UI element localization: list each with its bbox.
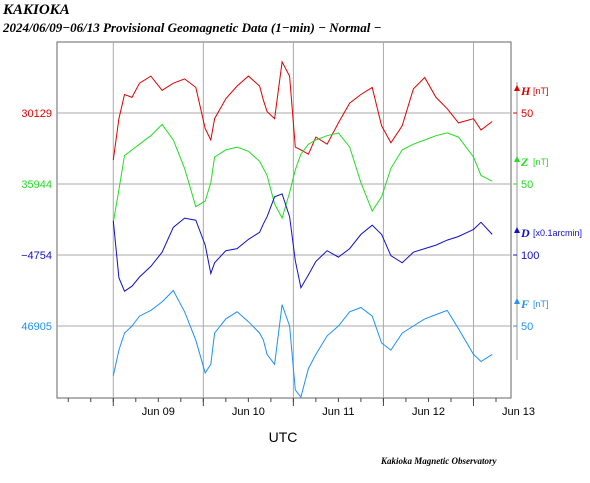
- component-unit-h: [nT]: [533, 86, 549, 96]
- baseline-label-h: 30129: [21, 108, 52, 120]
- component-unit-d: [x0.1arcmin]: [533, 228, 582, 238]
- component-name-f: F: [520, 297, 529, 311]
- baseline-label-d: −4754: [21, 250, 52, 262]
- scale-label-f: 50: [521, 321, 533, 333]
- component-unit-f: [nT]: [533, 299, 549, 309]
- component-name-h: H: [520, 84, 531, 98]
- arrow-icon-h: [514, 85, 520, 91]
- baseline-label-f: 46905: [21, 321, 52, 333]
- arrow-icon-d: [514, 227, 520, 233]
- scale-label-h: 50: [521, 108, 533, 120]
- series-line-z: [112, 123, 493, 223]
- x-tick-label: Jun 13: [502, 406, 535, 418]
- scale-label-z: 50: [521, 179, 533, 191]
- observatory-credit: Kakioka Magnetic Observatory: [381, 456, 497, 466]
- series-line-d: [112, 193, 493, 292]
- x-tick-label: Jun 11: [322, 406, 354, 418]
- component-name-z: Z: [520, 155, 529, 169]
- scale-label-d: 100: [521, 250, 539, 262]
- x-tick-label: Jun 09: [142, 406, 175, 418]
- chart-title: KAKIOKA: [3, 2, 70, 18]
- arrow-icon-f: [514, 298, 520, 304]
- plot-frame: [56, 41, 512, 399]
- x-tick-label: Jun 12: [412, 406, 445, 418]
- x-axis-label: UTC: [269, 429, 298, 445]
- chart-subtitle: 2024/06/09−06/13 Provisional Geomagnetic…: [3, 20, 382, 35]
- arrow-icon-z: [514, 156, 520, 162]
- x-tick-label: Jun 10: [232, 406, 265, 418]
- series-line-f: [112, 289, 493, 399]
- baseline-label-z: 35944: [21, 179, 52, 191]
- component-name-d: D: [520, 226, 530, 240]
- series-line-h: [112, 60, 493, 160]
- component-unit-z: [nT]: [533, 157, 549, 167]
